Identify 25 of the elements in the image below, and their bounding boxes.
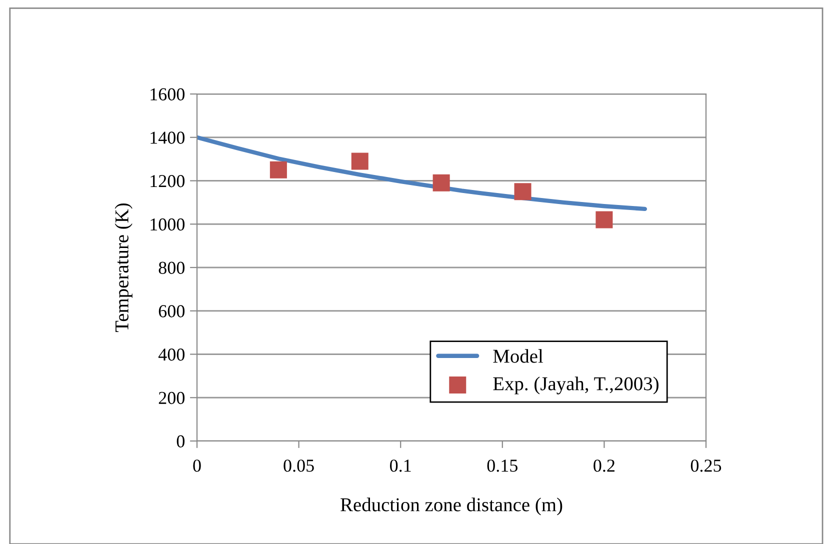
x-tick-label: 0.2: [594, 460, 614, 472]
y-tick-label: 1400: [150, 132, 185, 144]
x-tick-label: 0.1: [390, 460, 411, 472]
y-tick-label: 1000: [150, 218, 185, 231]
y-tick-label: 0: [176, 435, 185, 448]
x-tick-label: 0.15: [487, 460, 518, 472]
legend-label: Exp. (Jayah, T.,2003): [493, 376, 658, 394]
x-axis-title: Reduction zone distance (m): [340, 498, 562, 516]
y-tick-label: 1600: [150, 88, 185, 100]
x-tick-label: 0: [193, 460, 201, 472]
point: [351, 152, 368, 170]
point: [270, 161, 287, 178]
y-tick-label: 800: [158, 262, 185, 274]
y-tick-label: 600: [158, 305, 185, 318]
y-tick-label: 400: [158, 348, 185, 361]
y-axis-title: Temperature (K): [114, 203, 132, 332]
x-tick-label: 0.25: [690, 460, 722, 472]
line-series: [197, 135, 648, 212]
y-tick-label: 200: [158, 392, 185, 404]
x-tick-label: 0.05: [284, 460, 314, 472]
point: [596, 211, 613, 228]
y-tick-label: 1200: [150, 175, 185, 188]
point: [432, 174, 450, 192]
point: [514, 183, 532, 200]
legend-label: Model: [493, 349, 544, 363]
